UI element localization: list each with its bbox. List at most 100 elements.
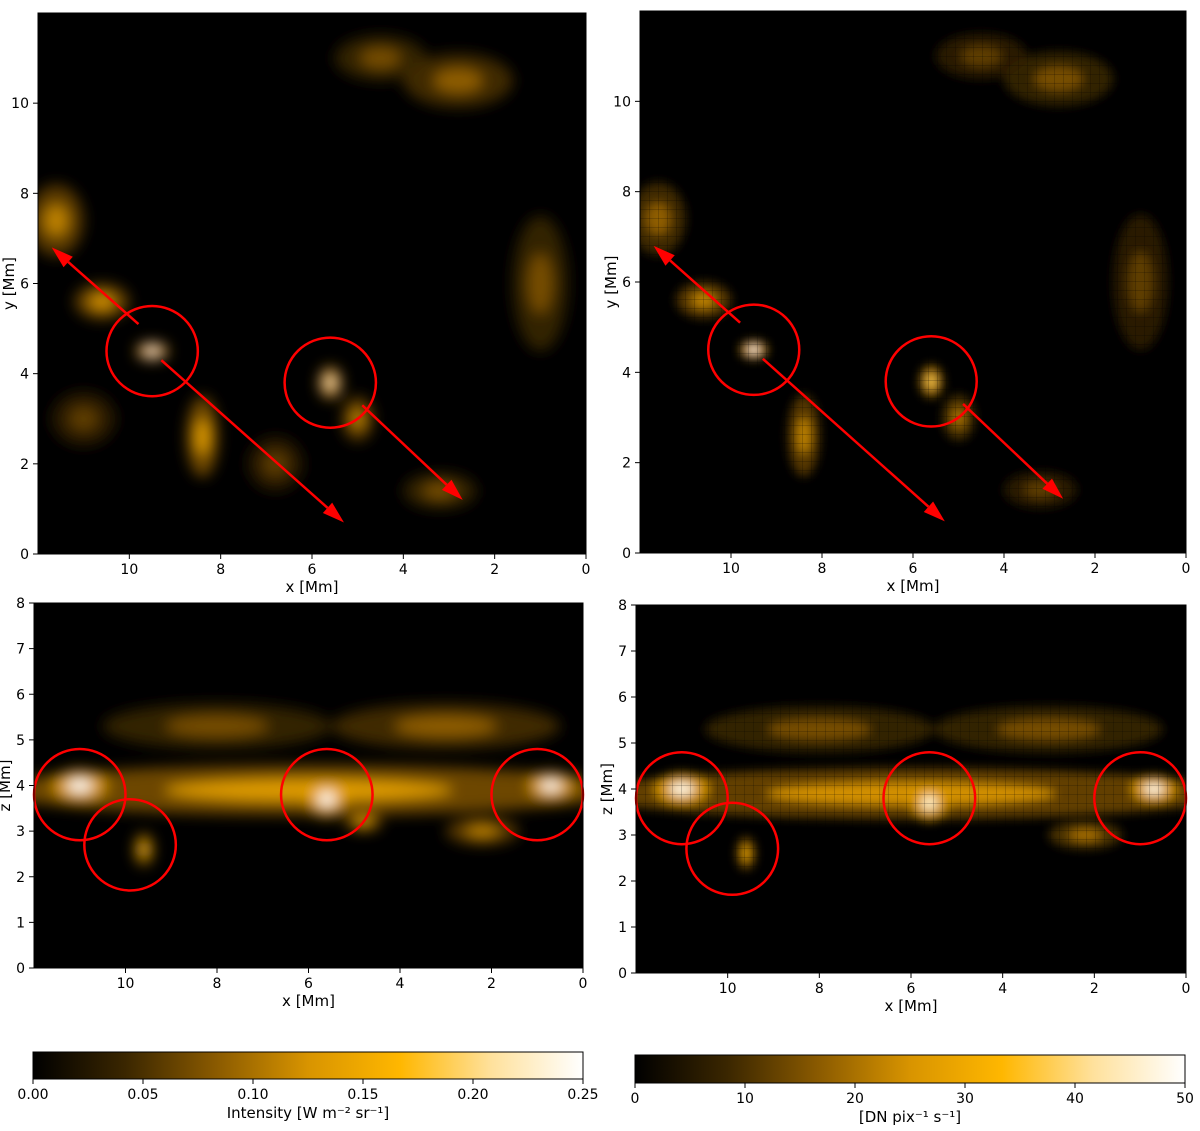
x-tick-label: 6: [304, 976, 313, 992]
emission-core: [540, 779, 562, 792]
emission-core: [465, 824, 499, 838]
panel-top-left: 10 8 6 4 2 0 0 2 4 6 8 10 x [Mm] y [Mm]: [0, 12, 591, 596]
x-axis-label: x [Mm]: [887, 577, 940, 595]
x-axis-label: x [Mm]: [885, 997, 938, 1015]
emission-core: [433, 68, 483, 93]
annotation-circle: [105, 304, 200, 398]
emission-core: [164, 778, 453, 802]
x-tick-label: 8: [213, 976, 222, 992]
emission-core: [43, 204, 69, 237]
pixel-grid-overlay: [640, 11, 1186, 553]
y-tick-label: 7: [16, 642, 25, 658]
y-tick-label: 1: [16, 915, 25, 931]
y-tick-label: 8: [20, 186, 29, 202]
annotation-arrow-head: [441, 479, 463, 500]
y-axis-label: z [Mm]: [0, 760, 14, 812]
x-tick-label: 4: [1000, 561, 1009, 577]
y-tick-label: 4: [16, 779, 25, 795]
emission-core: [359, 47, 402, 69]
annotation-arrow-head: [653, 245, 675, 266]
panel-top-right: 10 8 6 4 2 0 0 2 4 6 8 10 x [Mm] y [Mm]: [602, 10, 1191, 595]
y-axis-label: y [Mm]: [0, 257, 18, 310]
x-axis-label: x [Mm]: [282, 992, 335, 1010]
y-tick-label: 2: [618, 874, 627, 890]
y-tick-label: 6: [20, 277, 29, 293]
y-tick-label: 2: [20, 457, 29, 473]
x-tick-label: 2: [1091, 561, 1100, 577]
colorbar-tick-label: 0.15: [347, 1087, 378, 1103]
x-tick-label: 0: [582, 562, 591, 578]
x-tick-label: 6: [308, 562, 317, 578]
colorbar-tick-label: 0.00: [17, 1087, 48, 1103]
y-tick-label: 5: [618, 736, 627, 752]
colorbar-tick-label: 0.05: [127, 1087, 158, 1103]
annotation-circle: [882, 750, 977, 846]
y-tick-label: 8: [622, 185, 631, 201]
y-tick-label: 10: [613, 94, 631, 110]
emission-core: [69, 406, 99, 431]
emission-core: [67, 778, 93, 793]
annotation-arrow-head: [923, 501, 945, 522]
emission-image: [38, 35, 568, 509]
y-tick-label: 6: [622, 275, 631, 291]
annotation-arrow-head: [322, 502, 344, 523]
annotation-circle: [685, 801, 780, 897]
colorbar-tick-label: 10: [736, 1091, 754, 1107]
x-axis-label: x [Mm]: [286, 578, 339, 596]
y-tick-label: 10: [11, 96, 29, 112]
emission-core: [318, 790, 336, 808]
y-tick-label: 0: [20, 547, 29, 563]
x-tick-label: 10: [117, 976, 135, 992]
annotation-arrow-shaft: [962, 403, 1049, 485]
y-tick-label: 8: [618, 598, 627, 614]
annotation-arrow-head: [1042, 478, 1064, 499]
y-tick-label: 1: [618, 920, 627, 936]
x-tick-label: 6: [909, 561, 918, 577]
annotation-arrow-shaft: [67, 261, 140, 326]
y-tick-label: 0: [618, 966, 627, 982]
emission-core: [144, 347, 160, 356]
y-tick-label: 6: [16, 687, 25, 703]
emission-core: [528, 253, 553, 314]
annotation-circle: [283, 336, 378, 430]
colorbar-tick-label: 0.25: [567, 1087, 598, 1103]
x-tick-label: 4: [396, 976, 405, 992]
x-tick-label: 2: [490, 562, 499, 578]
annotation-circle: [279, 747, 374, 842]
y-tick-label: 0: [16, 961, 25, 977]
x-tick-label: 8: [815, 981, 824, 997]
y-tick-label: 2: [16, 870, 25, 886]
x-tick-label: 0: [579, 976, 588, 992]
annotation-circle: [707, 303, 801, 397]
emission-core: [165, 715, 269, 737]
y-tick-label: 3: [618, 828, 627, 844]
y-tick-label: 2: [622, 456, 631, 472]
x-tick-label: 8: [818, 561, 827, 577]
panel-bottom-right: 10 8 6 4 2 0 0 1 2 3 4 5 6 7 8 x [Mm] z [Mm]: [598, 598, 1190, 1015]
emission-core: [139, 842, 148, 857]
emission-core: [195, 418, 210, 456]
panel-bottom-left: 10 8 6 4 2 0 0 1 2 3 4 5 6 7 8 x [Mm] z [Mm]: [0, 596, 588, 1010]
colorbar-tick-label: 50: [1176, 1091, 1194, 1107]
y-tick-label: 6: [618, 690, 627, 706]
colorbar-tick-label: 0: [631, 1091, 640, 1107]
x-tick-label: 8: [216, 562, 225, 578]
emission-core: [89, 293, 115, 310]
annotation-arrow-shaft: [361, 404, 448, 486]
y-tick-label: 4: [20, 367, 29, 383]
y-tick-label: 3: [16, 824, 25, 840]
x-tick-label: 10: [722, 561, 740, 577]
annotation-arrow-shaft: [669, 259, 741, 324]
colorbar-label: [DN pix⁻¹ s⁻¹]: [859, 1108, 961, 1126]
y-axis-label: z [Mm]: [598, 763, 616, 815]
colorbar-tick-label: 40: [1066, 1091, 1084, 1107]
x-tick-label: 2: [487, 976, 496, 992]
annotation-arrow-shaft: [160, 359, 329, 509]
x-tick-label: 0: [1182, 561, 1191, 577]
emission-core: [394, 715, 498, 737]
colorbar-gradient: [32, 1051, 584, 1080]
colorbar-dn: 0 10 20 30 40 50 [DN pix⁻¹ s⁻¹]: [631, 1054, 1194, 1126]
y-tick-label: 4: [622, 365, 631, 381]
annotation-arrow-head: [51, 247, 73, 268]
pixel-grid-overlay: [636, 605, 1186, 973]
